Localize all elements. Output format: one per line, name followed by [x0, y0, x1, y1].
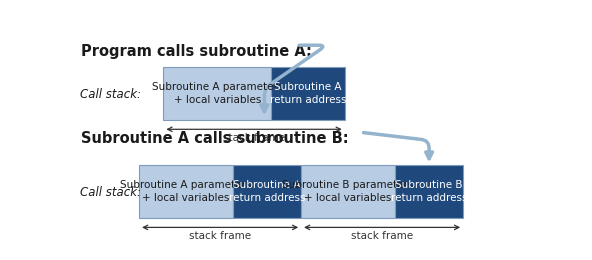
Text: Call stack:: Call stack:	[79, 88, 140, 101]
Text: Subroutine A parameters
+ local variables: Subroutine A parameters + local variable…	[121, 180, 252, 204]
FancyBboxPatch shape	[271, 67, 345, 120]
Text: Subroutine A calls subroutine B:: Subroutine A calls subroutine B:	[81, 131, 349, 146]
Text: Call stack:: Call stack:	[79, 186, 140, 199]
Text: Program calls subroutine A:: Program calls subroutine A:	[81, 44, 312, 59]
Text: Subroutine B parameters
+ local variables: Subroutine B parameters + local variable…	[282, 180, 414, 204]
FancyBboxPatch shape	[163, 67, 271, 120]
Text: Subroutine B
return address: Subroutine B return address	[391, 180, 467, 204]
FancyBboxPatch shape	[301, 165, 395, 218]
FancyBboxPatch shape	[395, 165, 463, 218]
Text: Subroutine A parameters
+ local variables: Subroutine A parameters + local variable…	[152, 82, 283, 105]
Text: Subroutine A
return address: Subroutine A return address	[229, 180, 305, 204]
Text: stack frame: stack frame	[351, 231, 413, 241]
Text: Subroutine A
return address: Subroutine A return address	[270, 82, 346, 105]
Text: stack frame: stack frame	[189, 231, 251, 241]
FancyBboxPatch shape	[233, 165, 301, 218]
Text: stack frame: stack frame	[223, 133, 285, 143]
FancyBboxPatch shape	[139, 165, 233, 218]
